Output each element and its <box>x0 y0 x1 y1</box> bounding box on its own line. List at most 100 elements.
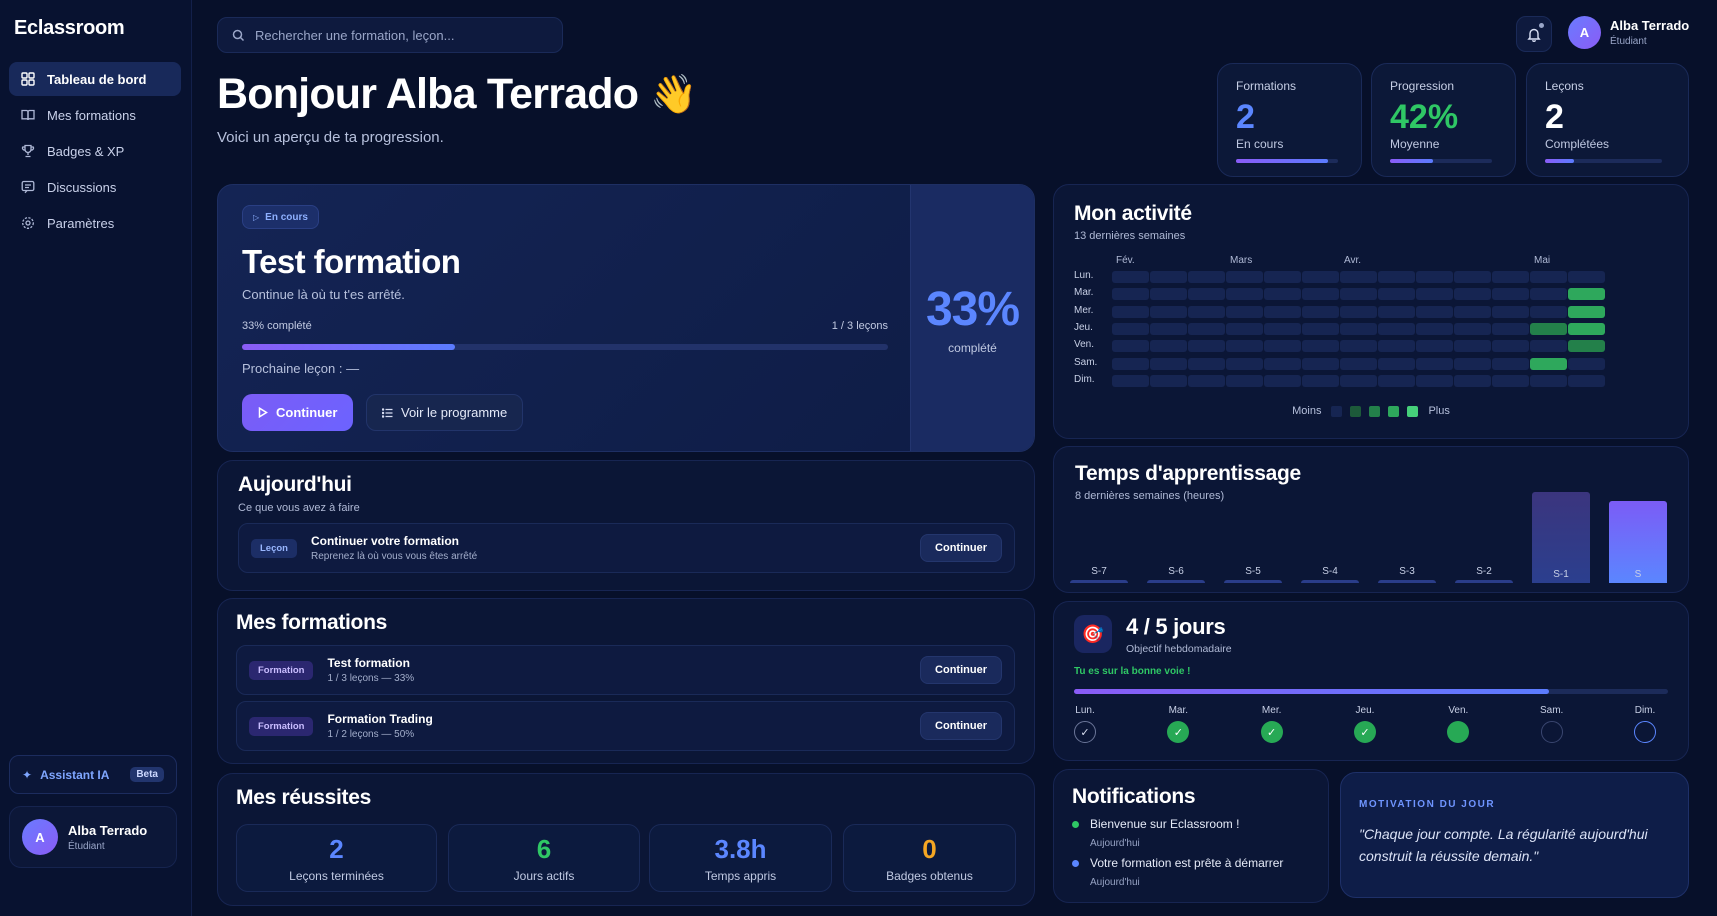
heatmap-cell[interactable] <box>1112 357 1149 370</box>
heatmap-cell[interactable] <box>1454 374 1491 387</box>
sidebar-item-badges[interactable]: Badges & XP <box>9 134 181 168</box>
heatmap-cell[interactable] <box>1264 271 1301 283</box>
heatmap-cell[interactable] <box>1378 271 1415 283</box>
heatmap-cell[interactable] <box>1530 288 1567 301</box>
sidebar-item-formations[interactable]: Mes formations <box>9 98 181 132</box>
heatmap-cell[interactable] <box>1226 340 1263 353</box>
heatmap-cell[interactable] <box>1454 288 1491 301</box>
heatmap-cell[interactable] <box>1416 288 1453 301</box>
heatmap-cell[interactable] <box>1340 271 1377 283</box>
heatmap-cell[interactable] <box>1492 374 1529 387</box>
heatmap-cell[interactable] <box>1112 271 1149 283</box>
heatmap-cell[interactable] <box>1340 288 1377 301</box>
sidebar-item-discussions[interactable]: Discussions <box>9 170 181 204</box>
course-row[interactable]: Formation Test formation 1 / 3 leçons — … <box>236 645 1015 695</box>
heatmap-cell[interactable] <box>1302 340 1339 353</box>
time-bar[interactable]: S-6 <box>1147 566 1205 583</box>
heatmap-cell[interactable] <box>1264 357 1301 370</box>
search-input[interactable]: Rechercher une formation, leçon... <box>217 17 563 53</box>
heatmap-cell[interactable] <box>1264 305 1301 318</box>
heatmap-cell[interactable] <box>1264 322 1301 335</box>
heatmap-cell[interactable] <box>1226 374 1263 387</box>
sidebar-item-dashboard[interactable]: Tableau de bord <box>9 62 181 96</box>
heatmap-cell[interactable] <box>1568 322 1605 335</box>
heatmap-cell[interactable] <box>1188 357 1225 370</box>
heatmap-cell[interactable] <box>1378 322 1415 335</box>
time-bar[interactable]: S-3 <box>1378 566 1436 583</box>
heatmap-cell[interactable] <box>1302 374 1339 387</box>
course-row[interactable]: Formation Formation Trading 1 / 2 leçons… <box>236 701 1015 751</box>
course-continue-button[interactable]: Continuer <box>920 712 1002 740</box>
heatmap-cell[interactable] <box>1302 288 1339 301</box>
heatmap-cell[interactable] <box>1416 271 1453 283</box>
brand-logo[interactable]: Eclassroom <box>14 17 125 39</box>
heatmap-cell[interactable] <box>1454 322 1491 335</box>
heatmap-cell[interactable] <box>1416 357 1453 370</box>
heatmap-cell[interactable] <box>1302 357 1339 370</box>
heatmap-cell[interactable] <box>1302 271 1339 283</box>
time-bar[interactable]: S-5 <box>1224 566 1282 583</box>
heatmap-cell[interactable] <box>1454 340 1491 353</box>
heatmap-cell[interactable] <box>1112 322 1149 335</box>
heatmap-cell[interactable] <box>1378 305 1415 318</box>
heatmap-cell[interactable] <box>1530 322 1567 335</box>
heatmap-cell[interactable] <box>1416 305 1453 318</box>
notification-item[interactable]: Bienvenue sur Eclassroom ! Aujourd'hui <box>1072 817 1239 849</box>
heatmap-cell[interactable] <box>1226 322 1263 335</box>
heatmap-cell[interactable] <box>1568 374 1605 387</box>
heatmap-cell[interactable] <box>1568 305 1605 318</box>
heatmap-cell[interactable] <box>1530 271 1567 283</box>
heatmap-cell[interactable] <box>1150 340 1187 353</box>
task-row[interactable]: Leçon Continuer votre formation Reprenez… <box>238 523 1015 573</box>
time-bar[interactable]: S <box>1609 501 1667 583</box>
time-bar[interactable]: S-2 <box>1455 566 1513 583</box>
heatmap-cell[interactable] <box>1150 357 1187 370</box>
heatmap-cell[interactable] <box>1188 288 1225 301</box>
heatmap-cell[interactable] <box>1492 288 1529 301</box>
heatmap-cell[interactable] <box>1530 374 1567 387</box>
heatmap-cell[interactable] <box>1378 340 1415 353</box>
heatmap-cell[interactable] <box>1264 340 1301 353</box>
heatmap-cell[interactable] <box>1302 305 1339 318</box>
heatmap-cell[interactable] <box>1150 271 1187 283</box>
heatmap-cell[interactable] <box>1454 305 1491 318</box>
heatmap-cell[interactable] <box>1112 305 1149 318</box>
heatmap-cell[interactable] <box>1188 305 1225 318</box>
heatmap-cell[interactable] <box>1112 288 1149 301</box>
heatmap-cell[interactable] <box>1264 288 1301 301</box>
heatmap-cell[interactable] <box>1530 357 1567 370</box>
heatmap-cell[interactable] <box>1340 305 1377 318</box>
notification-item[interactable]: Votre formation est prête à démarrer Auj… <box>1072 856 1283 888</box>
heatmap-cell[interactable] <box>1150 305 1187 318</box>
heatmap-cell[interactable] <box>1188 271 1225 283</box>
heatmap-cell[interactable] <box>1568 357 1605 370</box>
sidebar-item-settings[interactable]: Paramètres <box>9 206 181 240</box>
heatmap-cell[interactable] <box>1492 271 1529 283</box>
time-bar[interactable]: S-4 <box>1301 566 1359 583</box>
heatmap-cell[interactable] <box>1530 305 1567 318</box>
heatmap-cell[interactable] <box>1340 357 1377 370</box>
heatmap-cell[interactable] <box>1568 271 1605 283</box>
heatmap-cell[interactable] <box>1378 288 1415 301</box>
heatmap-cell[interactable] <box>1340 374 1377 387</box>
heatmap-cell[interactable] <box>1340 322 1377 335</box>
course-continue-button[interactable]: Continuer <box>920 656 1002 684</box>
assistant-ia-button[interactable]: ✦ Assistant IA Beta <box>9 755 177 794</box>
heatmap-cell[interactable] <box>1188 374 1225 387</box>
continue-button[interactable]: Continuer <box>242 394 354 431</box>
notifications-button[interactable] <box>1516 16 1552 52</box>
time-bar[interactable]: S-1 <box>1532 491 1590 583</box>
heatmap-cell[interactable] <box>1188 340 1225 353</box>
sidebar-user-card[interactable]: A Alba Terrado Étudiant <box>9 806 177 868</box>
view-program-button[interactable]: Voir le programme <box>366 394 524 431</box>
heatmap-cell[interactable] <box>1150 374 1187 387</box>
task-continue-button[interactable]: Continuer <box>920 534 1002 562</box>
heatmap-cell[interactable] <box>1454 271 1491 283</box>
time-bar[interactable]: S-7 <box>1070 566 1128 583</box>
heatmap-cell[interactable] <box>1568 340 1605 353</box>
heatmap-cell[interactable] <box>1226 271 1263 283</box>
heatmap-cell[interactable] <box>1112 340 1149 353</box>
heatmap-cell[interactable] <box>1568 288 1605 301</box>
heatmap-cell[interactable] <box>1378 357 1415 370</box>
heatmap-cell[interactable] <box>1492 305 1529 318</box>
